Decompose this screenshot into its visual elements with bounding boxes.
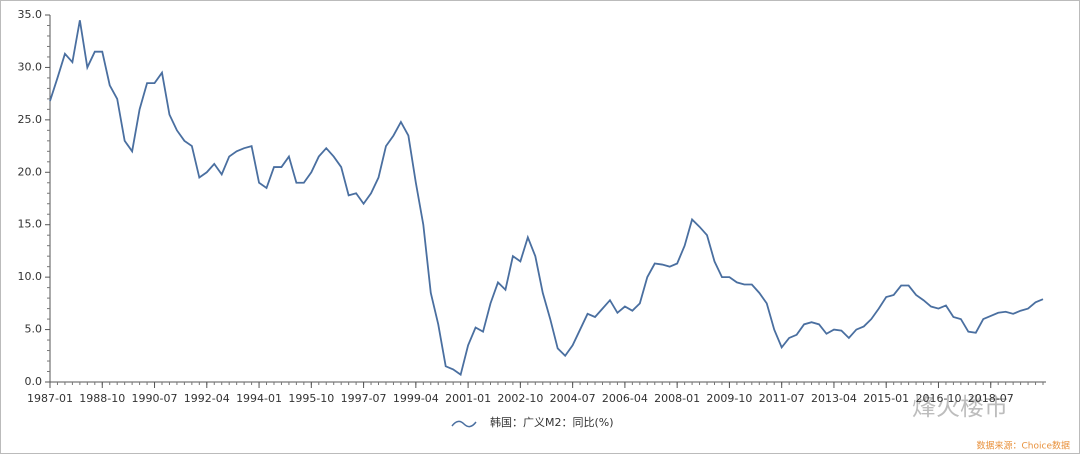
x-tick-label: 1994-01: [236, 392, 282, 405]
x-tick-label: 2011-07: [759, 392, 805, 405]
x-tick-label: 1988-10: [79, 392, 125, 405]
x-tick-label: 2001-01: [445, 392, 491, 405]
x-tick-label: 2008-01: [654, 392, 700, 405]
x-tick-label: 1995-10: [288, 392, 334, 405]
y-tick-label: 15.0: [18, 218, 43, 231]
y-tick-label: 0.0: [25, 375, 43, 388]
x-tick-label: 1992-04: [184, 392, 230, 405]
y-tick-label: 35.0: [18, 8, 43, 21]
legend-swatch: [451, 420, 477, 428]
x-tick-label: 1987-01: [27, 392, 73, 405]
y-tick-label: 10.0: [18, 270, 43, 283]
legend-label: 韩国：广义M2：同比(%): [490, 415, 614, 429]
x-tick-label: 2015-01: [863, 392, 909, 405]
y-tick-label: 5.0: [25, 323, 43, 336]
x-tick-label: 2004-07: [550, 392, 596, 405]
x-tick-label: 2016-10: [915, 392, 961, 405]
x-tick-label: 2006-04: [602, 392, 648, 405]
x-tick-label: 1997-07: [341, 392, 387, 405]
y-tick-label: 25.0: [18, 113, 43, 126]
watermark: 烽火楼市: [912, 393, 1008, 421]
y-tick-label: 30.0: [18, 60, 43, 73]
x-tick-label: 1999-04: [393, 392, 439, 405]
x-tick-label: 2009-10: [706, 392, 752, 405]
line-series: [49, 20, 1044, 377]
source: 数据来源：Choice数据: [977, 440, 1070, 452]
x-tick-label: 2013-04: [811, 392, 857, 405]
x-tick-label: 1990-07: [132, 392, 178, 405]
x-tick-label: 2018-07: [968, 392, 1014, 405]
x-tick-label: 2002-10: [497, 392, 543, 405]
y-tick-label: 20.0: [18, 165, 43, 178]
